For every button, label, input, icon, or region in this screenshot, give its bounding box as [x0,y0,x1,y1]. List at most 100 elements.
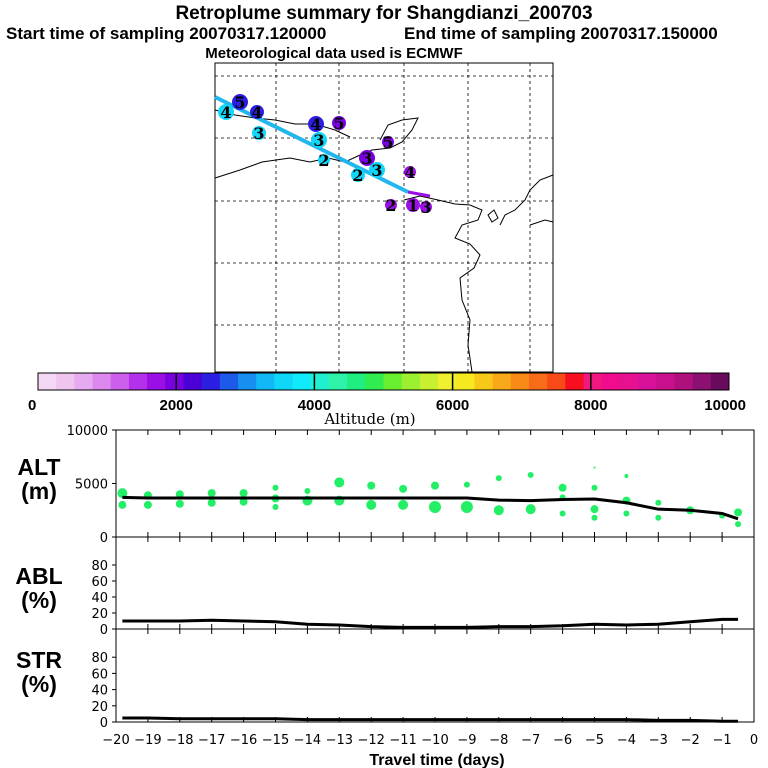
colorbar-swatch [219,373,239,390]
alt-scatter-point [399,484,408,493]
alt-scatter-point [655,514,662,521]
trajectory-marker [406,198,420,212]
met-data-label: Meteorological data used is ECMWF [205,45,463,62]
trajectory-marker-label: 2 [352,166,363,185]
x-tick-label: −4 [617,733,636,748]
alt-scatter-point [463,481,470,488]
colorbar-swatch [474,373,494,390]
alt-scatter-point [175,499,184,508]
alt-scatter-point [398,499,409,510]
trajectory-marker-label: 5 [333,114,344,133]
colorbar-swatch [619,373,639,390]
colorbar-swatch [165,373,184,390]
altitude-colorbar: 0 2000 4000 6000 8000 10000 Altitude (m) [28,372,746,428]
y-tick-label: 40 [91,591,108,606]
alt-scatter-point [117,488,128,499]
colorbar-tick-label: 8000 [574,397,607,414]
trajectory-marker-label: 4 [220,103,231,122]
alt-scatter-point [118,500,127,509]
trajectory-marker-label: 5 [382,133,393,152]
colorbar-swatch [528,373,548,390]
x-tick-label: −20 [102,733,129,748]
alt-scatter-point [272,484,279,491]
trajectory-marker-label: 4 [251,103,262,122]
colorbar-swatch [583,373,603,390]
trajectory-marker [218,104,234,120]
y-tick-label: 60 [91,575,108,590]
colorbar-swatch [292,373,312,390]
alt-scatter-point [495,475,502,482]
colorbar-swatch [601,373,621,390]
y-tick-label: 20 [91,700,108,715]
colorbar-swatch [183,373,203,390]
colorbar-swatch [383,373,403,390]
trajectory-marker-label: 4 [310,115,321,134]
series-line [122,617,739,629]
colorbar-tick-label: 2000 [160,397,193,414]
y-tick-label: 20 [91,607,108,622]
colorbar-swatch [328,373,348,390]
trajectory-marker [404,166,416,178]
colorbar-swatch [238,373,257,390]
colorbar-swatch [438,373,457,390]
y-tick-label: 60 [91,667,108,682]
trajectory-marker [250,105,264,119]
panel-ylabel: STR [16,647,62,673]
y-tick-label: 0 [100,716,108,731]
colorbar-swatch [456,373,475,390]
panel-ylabel: (%) [21,671,57,697]
alt-scatter-point [623,510,630,517]
x-axis-label: Travel time (days) [369,752,504,768]
colorbar-swatch [110,373,130,390]
alt-scatter-point [734,508,743,517]
alt-scatter-point [591,484,598,491]
trajectory-marker [351,168,365,182]
alt-scatter-point [525,504,536,515]
trajectory-marker-label: 2 [318,151,329,170]
x-tick-label: −11 [389,733,416,748]
trajectory-marker [311,132,327,148]
colorbar-swatch [38,373,57,390]
colorbar-swatch [347,373,366,390]
colorbar-swatch [565,373,585,390]
colorbar-swatch [74,373,94,390]
colorbar-swatch [401,373,421,390]
trajectory-marker-label: 3 [253,124,264,143]
colorbar-swatch [510,373,530,390]
x-tick-label: −7 [521,733,540,748]
alt-scatter-point [431,481,439,490]
colorbar-swatch [256,373,275,390]
colorbar-frame [37,372,730,391]
x-tick-label: −13 [326,733,353,748]
trajectory-marker [332,116,346,130]
colorbar-swatch [92,373,112,390]
trajectory-marker-label: 2 [385,196,396,215]
y-tick-label: 80 [91,559,108,574]
y-tick-label: 0 [100,623,108,638]
x-tick-label: −19 [134,733,161,748]
x-tick-label: −6 [553,733,572,748]
alt-scatter-point [304,487,311,494]
trajectory-marker [232,94,248,110]
x-tick-label: −5 [585,733,604,748]
x-tick-label: −12 [357,733,384,748]
alt-scatter-point [239,489,248,498]
colorbar-swatch [274,373,294,390]
colorbar-tick-label: 4000 [298,397,331,414]
alt-scatter-point [591,514,598,521]
alt-scatter-point [593,466,596,469]
x-tick-label: −8 [489,733,508,748]
alt-scatter-point [366,499,377,510]
alt-scatter-point [207,498,216,507]
colorbar-swatch [710,373,730,390]
colorbar-swatch [56,373,75,390]
alt-scatter-point [429,501,441,514]
colorbar-swatch [492,373,512,390]
trajectory-marker-label: 4 [404,163,415,182]
trajectory-marker-label: 3 [371,161,382,180]
time-series-panels: 0500010000ALT(m)020406080ABL(%)020406080… [15,424,758,768]
